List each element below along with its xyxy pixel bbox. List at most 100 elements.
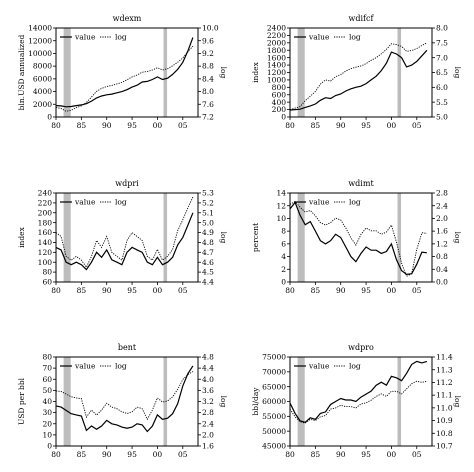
y2-tick-label: 11.2 [436, 378, 453, 387]
y-tick-label: 1000 [267, 76, 286, 85]
y-tick-label: 8000 [33, 62, 52, 71]
shaded-period-1 [163, 193, 168, 282]
panel-bent: bent 80 85 90 95 00 05 0 10 20 30 40 50 60 70 80 1.6 2.0 2… [17, 343, 228, 459]
y2-tick-label: 5.2 [202, 198, 214, 207]
x-tick-label: 80 [51, 286, 61, 295]
legend-label-log: log [115, 198, 127, 207]
x-tick-label: 95 [127, 286, 137, 295]
shaded-period-0 [63, 28, 71, 117]
y-tick-label: 2000 [33, 100, 52, 109]
y-axis-label: bln.USD annualized [17, 34, 26, 110]
y2-tick-label: 5.1 [202, 208, 214, 217]
y2-tick-label: 11.1 [436, 391, 453, 400]
y2-tick-label: 5.3 [202, 189, 214, 198]
y-tick-label: 0 [47, 442, 52, 451]
y-tick-label: 0 [47, 113, 52, 122]
x-tick-label: 00 [153, 286, 163, 295]
y-tick-label: 100 [38, 258, 53, 267]
y-axis-label: index [251, 61, 260, 82]
x-tick-label: 00 [153, 121, 163, 130]
series-line-value [289, 49, 428, 111]
y-tick-label: 14000 [28, 24, 52, 33]
y-tick-label: 0 [281, 113, 286, 122]
y2-tick-label: 1.2 [436, 239, 448, 248]
y-tick-label: 200 [38, 208, 53, 217]
y-tick-label: 70000 [262, 367, 286, 376]
y2-tick-label: 4.4 [202, 278, 214, 287]
y2-tick-label: 5.0 [436, 113, 448, 122]
x-tick-label: 90 [336, 450, 346, 459]
y-tick-label: 80 [42, 353, 52, 362]
y2-tick-label: 7.0 [436, 53, 448, 62]
x-tick-label: 05 [412, 286, 422, 295]
legend-label-value: value [74, 198, 96, 207]
x-tick-label: 85 [77, 450, 87, 459]
shaded-period-0 [297, 28, 305, 117]
y2-tick-label: 0.0 [436, 278, 448, 287]
legend-label-value: value [74, 362, 96, 371]
y-tick-label: 55000 [262, 412, 286, 421]
shaded-period-1 [397, 193, 402, 282]
plot-frame [289, 192, 433, 283]
y-tick-label: 4000 [33, 87, 52, 96]
y-tick-label: 1800 [267, 46, 286, 55]
x-tick-label: 00 [387, 450, 397, 459]
y2-tick-label: 4.8 [202, 238, 214, 247]
x-tick-label: 90 [336, 286, 346, 295]
y-tick-label: 50000 [262, 427, 286, 436]
y-tick-label: 12 [276, 201, 286, 210]
y2-tick-label: 2.0 [202, 430, 214, 439]
series-line-value [55, 37, 194, 108]
shaded-period-0 [297, 193, 305, 282]
y-tick-label: 14 [276, 189, 286, 198]
legend: value log [294, 198, 361, 207]
shaded-period-0 [63, 193, 71, 282]
y2-tick-label: 9.6 [202, 36, 214, 45]
y2-tick-label: 4.7 [202, 248, 214, 257]
shaded-period-0 [63, 357, 71, 446]
x-tick-label: 90 [102, 450, 112, 459]
y2-tick-label: 2.0 [436, 214, 448, 223]
x-tick-label: 95 [127, 121, 137, 130]
y2-tick-label: 5.0 [202, 218, 214, 227]
panel-wdexm: wdexm 80 85 90 95 00 05 0 2000 4000 6000 8000 10000 1… [17, 14, 228, 130]
y-tick-label: 65000 [262, 382, 286, 391]
y2-tick-label: 4.6 [202, 258, 214, 267]
y-axis-label: index [17, 226, 26, 247]
x-tick-label: 05 [178, 121, 188, 130]
series-line-log [55, 45, 194, 112]
chart-title: wdexm [113, 14, 142, 23]
plot-frame [55, 192, 199, 283]
x-tick-label: 80 [285, 286, 295, 295]
series-line-log [55, 196, 194, 269]
y2-tick-label: 7.6 [202, 100, 214, 109]
y-tick-label: 180 [38, 218, 53, 227]
x-tick-label: 90 [336, 121, 346, 130]
y2-tick-label: 11.4 [436, 353, 453, 362]
x-tick-label: 85 [311, 286, 321, 295]
shaded-period-1 [397, 28, 402, 117]
y-tick-label: 0 [281, 278, 286, 287]
y-tick-label: 1200 [267, 68, 286, 77]
x-tick-label: 05 [412, 121, 422, 130]
y2-tick-label: 0.8 [436, 252, 448, 261]
y-tick-label: 20 [42, 419, 52, 428]
y2-tick-label: 9.2 [202, 49, 214, 58]
x-tick-label: 85 [77, 286, 87, 295]
panel-wdimt: wdimt 80 85 90 95 00 05 0 2 4 6 8 10 12 14 0.0 0.4 0.8 1.2… [251, 179, 462, 295]
y-axis-label: percent [251, 223, 260, 252]
y-tick-label: 50 [42, 386, 52, 395]
y-tick-label: 2200 [267, 31, 286, 40]
y-tick-label: 200 [272, 105, 287, 114]
y-tick-label: 400 [272, 98, 287, 107]
y-tick-label: 60 [42, 278, 52, 287]
shaded-period-1 [397, 357, 402, 446]
y2-tick-label: 11.3 [436, 365, 453, 374]
y2-tick-label: 10.8 [436, 429, 453, 438]
series-line-log [289, 380, 428, 424]
y-tick-label: 60 [42, 375, 52, 384]
y-tick-label: 2400 [267, 24, 286, 33]
x-tick-label: 80 [285, 121, 295, 130]
y2-axis-label: log [219, 396, 228, 408]
y-axis-label: USD per bbl [17, 377, 26, 425]
